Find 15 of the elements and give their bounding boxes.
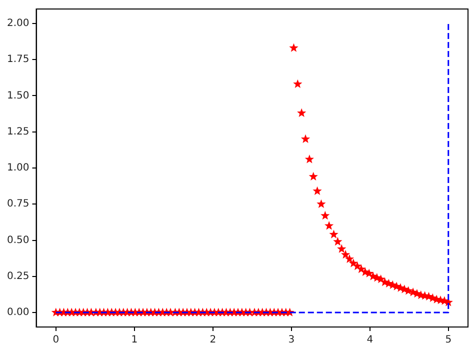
x-tick-label: 5 (445, 334, 452, 346)
y-tick-label: 0.75 (7, 198, 30, 210)
y-tick-label: 0.00 (7, 307, 30, 318)
y-tick-label: 0.25 (7, 271, 30, 282)
y-tick-label: 1.50 (7, 90, 30, 102)
x-tick-label: 4 (366, 334, 374, 346)
x-tick-label: 0 (52, 334, 60, 346)
x-tick-label: 3 (288, 334, 295, 346)
y-tick-label: 1.75 (7, 54, 30, 66)
x-tick-label: 1 (131, 334, 138, 346)
x-tick-label: 2 (210, 334, 216, 346)
y-tick-label: 1.25 (7, 126, 30, 138)
y-tick-label: 2.00 (7, 18, 30, 30)
y-tick-label: 1.00 (7, 162, 30, 174)
y-tick-label: 0.50 (7, 234, 30, 246)
